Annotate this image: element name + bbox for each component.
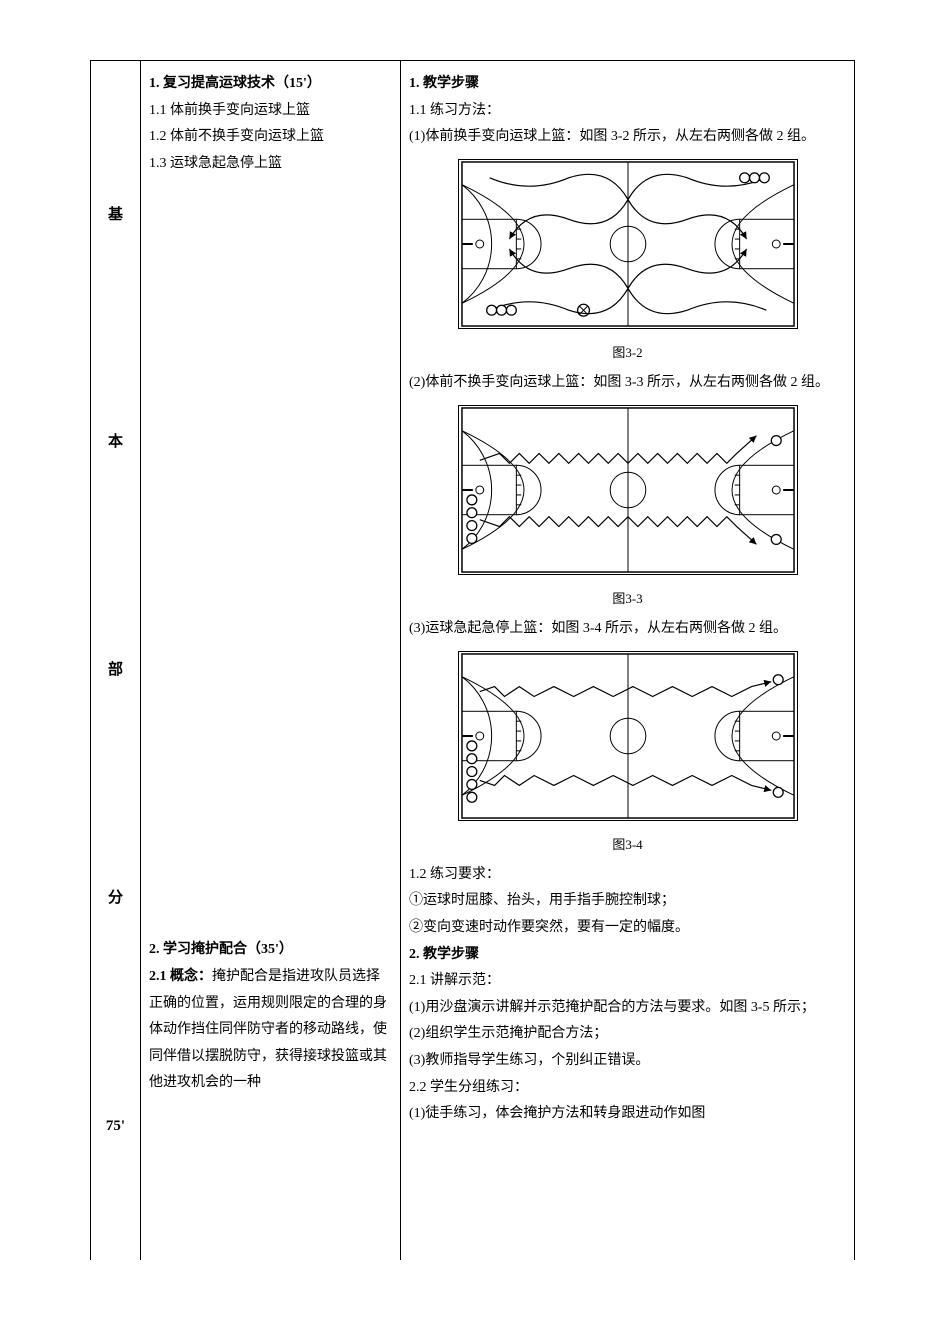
diagram-3-2: 图3-2 [409, 159, 846, 366]
content-heading-1: 1. 复习提高运球技术（15'） [149, 71, 392, 98]
method-item: (3)运球急起急停上篮：如图 3-4 所示，从左右两侧各做 2 组。 [409, 616, 846, 643]
diagram-caption: 图3-3 [409, 587, 846, 612]
concept-text: 掩护配合是指进攻队员选择正确的位置，运用规则限定的合理的身体动作挡住同伴防守者的… [149, 969, 387, 1090]
method-subheading: 1.1 练习方法： [409, 98, 846, 125]
section-label-column: 基 本 部 分 75' [91, 61, 141, 1260]
method-heading-1: 1. 教学步骤 [409, 71, 846, 98]
requirement-item: ①运球时屈膝、抬头，用手指手腕控制球； [409, 888, 846, 915]
section-char: 部 [108, 656, 123, 685]
method-subheading: 2.1 讲解示范： [409, 968, 846, 995]
section-duration: 75' [106, 1112, 125, 1141]
method-heading-2: 2. 教学步骤 [409, 942, 846, 969]
diagram-3-4: 图3-4 [409, 651, 846, 858]
method-subheading: 1.2 练习要求： [409, 862, 846, 889]
section-char: 分 [108, 884, 123, 913]
practice-item: (1)徒手练习，体会掩护方法和转身跟进动作如图 [409, 1101, 846, 1128]
step-item: (3)教师指导学生练习，个别纠正错误。 [409, 1048, 846, 1075]
content-spacer [149, 177, 392, 937]
court-diagram-svg [458, 651, 798, 821]
method-item: (1)体前换手变向运球上篮：如图 3-2 所示，从左右两侧各做 2 组。 [409, 124, 846, 151]
method-item: (2)体前不换手变向运球上篮：如图 3-3 所示，从左右两侧各做 2 组。 [409, 370, 846, 397]
requirement-item: ②变向变速时动作要突然，要有一定的幅度。 [409, 915, 846, 942]
diagram-caption: 图3-2 [409, 341, 846, 366]
content-item: 1.3 运球急起急停上篮 [149, 151, 392, 178]
step-item: (2)组织学生示范掩护配合方法； [409, 1021, 846, 1048]
content-item: 1.1 体前换手变向运球上篮 [149, 98, 392, 125]
content-concept: 2.1 概念：掩护配合是指进攻队员选择正确的位置，运用规则限定的合理的身体动作挡… [149, 964, 392, 1097]
lesson-plan-table: 基 本 部 分 75' 1. 复习提高运球技术（15'） 1.1 体前换手变向运… [90, 60, 855, 1260]
concept-label: 2.1 概念： [149, 969, 212, 984]
content-heading-2: 2. 学习掩护配合（35'） [149, 937, 392, 964]
method-subheading: 2.2 学生分组练习： [409, 1075, 846, 1102]
content-column: 1. 复习提高运球技术（15'） 1.1 体前换手变向运球上篮 1.2 体前不换… [141, 61, 401, 1260]
content-item: 1.2 体前不换手变向运球上篮 [149, 124, 392, 151]
step-item: (1)用沙盘演示讲解并示范掩护配合的方法与要求。如图 3-5 所示； [409, 995, 846, 1022]
diagram-caption: 图3-4 [409, 833, 846, 858]
section-char: 基 [108, 201, 123, 230]
court-diagram-svg [458, 159, 798, 329]
court-diagram-svg [458, 405, 798, 575]
method-column: 1. 教学步骤 1.1 练习方法： (1)体前换手变向运球上篮：如图 3-2 所… [401, 61, 854, 1260]
section-char: 本 [108, 428, 123, 457]
diagram-3-3: 图3-3 [409, 405, 846, 612]
